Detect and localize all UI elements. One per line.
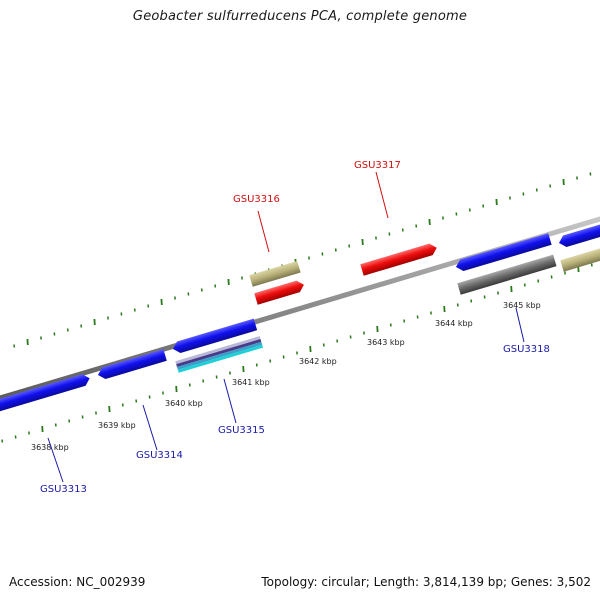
gene-label-gsu3318[interactable]: GSU3318: [503, 344, 550, 355]
lower-tick-track: [1, 263, 593, 443]
gene-labels: GSU3316 GSU3317 GSU3313 GSU3314 GSU3315 …: [40, 160, 550, 495]
scale-tick-label: 3638 kbp: [31, 443, 69, 452]
cds-gray-feature[interactable]: [457, 254, 557, 295]
cds-blue-feature[interactable]: [454, 233, 552, 272]
cds-khaki-feature[interactable]: [560, 246, 600, 272]
genome-summary-text: Topology: circular; Length: 3,814,139 bp…: [261, 575, 591, 589]
cds-blue-feature[interactable]: [171, 318, 258, 355]
cds-khaki-feature[interactable]: [249, 260, 301, 287]
upper-tick-track: [13, 172, 592, 348]
gene-label-gsu3315[interactable]: GSU3315: [218, 425, 265, 436]
gene-label-gsu3316[interactable]: GSU3316: [233, 194, 280, 205]
scale-tick-label: 3644 kbp: [435, 319, 473, 328]
accession-text: Accession: NC_002939: [9, 575, 146, 589]
gene-callouts: [47, 171, 525, 483]
scale-tick-label: 3641 kbp: [232, 378, 270, 387]
cds-blue-feature[interactable]: [96, 349, 167, 380]
gene-label-gsu3314[interactable]: GSU3314: [136, 450, 183, 461]
gene-label-gsu3317[interactable]: GSU3317: [354, 160, 401, 171]
feature-track: [0, 222, 600, 414]
scale-tick-label: 3639 kbp: [98, 421, 136, 430]
striped-feature[interactable]: [175, 336, 264, 373]
cds-red-feature[interactable]: [360, 242, 438, 276]
cds-blue-feature[interactable]: [0, 373, 91, 414]
scale-tick-label: 3642 kbp: [299, 357, 337, 366]
scale-tick-label: 3640 kbp: [165, 399, 203, 408]
scale-tick-label: 3643 kbp: [367, 338, 405, 347]
scale-labels: 3638 kbp 3639 kbp 3640 kbp 3641 kbp 3642…: [31, 301, 541, 452]
cds-red-feature[interactable]: [254, 279, 305, 305]
cds-blue-feature[interactable]: [557, 222, 600, 249]
scale-tick-label: 3645 kbp: [503, 301, 541, 310]
gene-label-gsu3313[interactable]: GSU3313: [40, 484, 87, 495]
map-title: Geobacter sulfurreducens PCA, complete g…: [132, 9, 468, 24]
